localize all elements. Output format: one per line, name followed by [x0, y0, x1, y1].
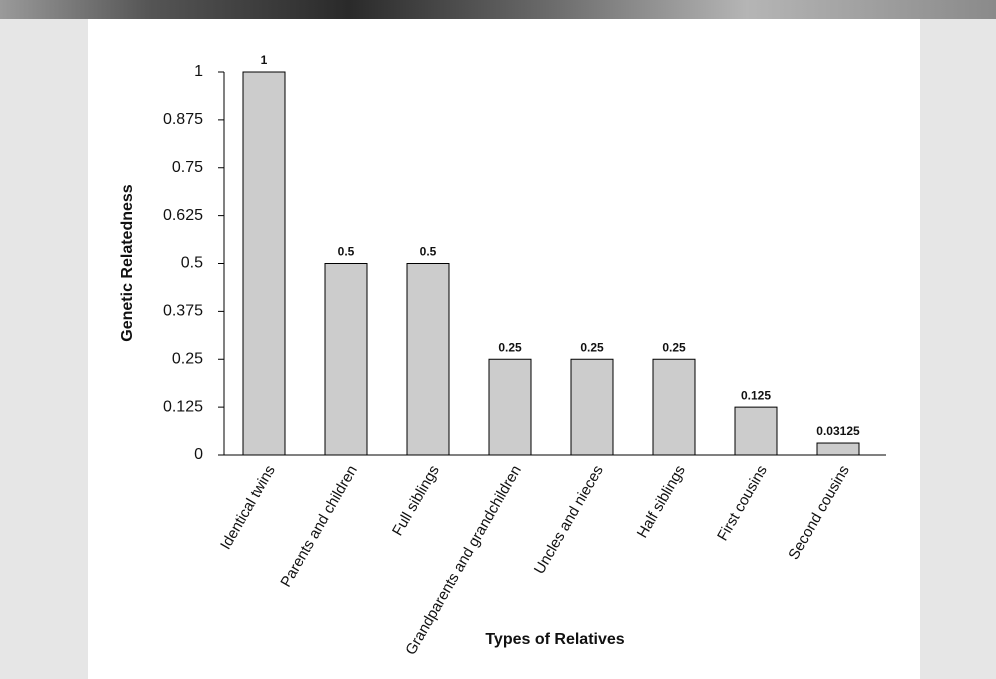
bar	[570, 358, 614, 456]
bar	[488, 358, 532, 456]
bar	[734, 406, 778, 456]
y-tick-label: 0.375	[163, 303, 203, 320]
value-label: 0.125	[741, 388, 771, 402]
y-tick-label: 0.625	[163, 207, 203, 224]
value-label: 0.25	[662, 340, 686, 354]
value-label: 0.5	[420, 245, 437, 259]
chart-panel	[88, 19, 920, 679]
y-tick-label: 0.75	[172, 159, 203, 176]
x-axis-title: Types of Relatives	[485, 631, 624, 648]
y-tick-label: 0.5	[181, 255, 203, 272]
y-tick-label: 0.25	[172, 350, 203, 367]
value-label: 0.25	[580, 340, 604, 354]
y-tick-label: 0.125	[163, 398, 203, 415]
bar	[242, 71, 286, 456]
value-label: 0.5	[338, 245, 355, 259]
y-axis-title: Genetic Relatedness	[119, 184, 136, 342]
bar	[406, 263, 450, 456]
y-tick-label: 0	[194, 446, 203, 463]
value-label: 1	[261, 53, 268, 67]
value-label: 0.25	[498, 340, 522, 354]
header-band	[0, 0, 996, 19]
bar	[324, 263, 368, 456]
bar	[816, 442, 860, 456]
bar	[652, 358, 696, 456]
y-tick-label: 1	[194, 63, 203, 80]
value-label: 0.03125	[816, 424, 860, 438]
y-tick-label: 0.875	[163, 111, 203, 128]
